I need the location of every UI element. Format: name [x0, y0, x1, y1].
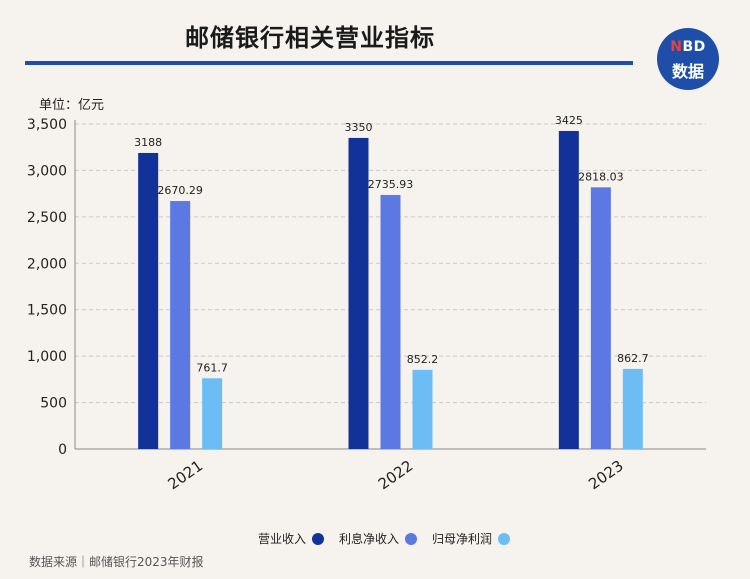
bar: [348, 137, 369, 449]
data-label: 761.7: [196, 361, 228, 374]
legend-item-net-interest: 利息净收入: [339, 530, 418, 547]
y-tick-label: 1,500: [27, 303, 67, 319]
bar: [412, 369, 433, 449]
bar: [170, 201, 191, 449]
data-label: 862.7: [617, 352, 649, 365]
legend-label: 归母净利润: [432, 532, 493, 546]
legend-dot-icon: [312, 532, 325, 545]
legend-label: 利息净收入: [339, 532, 400, 546]
logo-text-bottom: 数据: [671, 62, 704, 81]
bar: [380, 194, 401, 449]
nbd-logo: NBD 数据: [657, 28, 719, 90]
legend: 营业收入 利息净收入 归母净利润: [258, 530, 525, 547]
data-label: 852.2: [407, 353, 439, 366]
y-tick-label: 3,000: [27, 163, 67, 179]
chart-title: 邮储银行相关营业指标: [185, 24, 435, 52]
bar: [590, 187, 611, 449]
bar: [138, 152, 159, 449]
legend-dot-icon: [498, 532, 511, 545]
x-tick-label: 2023: [585, 457, 627, 494]
data-label: 2735.93: [368, 178, 414, 191]
y-tick-label: 0: [58, 442, 67, 458]
bar: [202, 378, 223, 449]
y-tick-label: 2,500: [27, 210, 67, 226]
x-tick-label: 2022: [375, 457, 417, 494]
y-tick-label: 500: [40, 396, 67, 412]
data-label: 2670.29: [157, 184, 203, 197]
y-tick-label: 2,000: [27, 256, 67, 272]
unit-label: 单位：亿元: [39, 98, 105, 113]
bar: [558, 130, 579, 449]
data-label: 3188: [134, 136, 162, 149]
y-tick-label: 1,000: [27, 349, 67, 365]
bar: [622, 368, 643, 449]
y-tick-label: 3,500: [27, 117, 67, 133]
legend-item-revenue: 营业收入: [258, 530, 325, 547]
title-underline: [25, 61, 633, 65]
data-label: 3350: [345, 121, 373, 134]
legend-dot-icon: [405, 532, 418, 545]
logo-text-top: NBD: [670, 39, 706, 55]
data-label: 3425: [555, 114, 583, 127]
legend-item-net-profit: 归母净利润: [432, 530, 511, 547]
data-label: 2818.03: [578, 170, 624, 183]
data-source: 数据来源｜邮储银行2023年财报: [29, 555, 204, 569]
x-tick-label: 2021: [164, 457, 206, 494]
legend-label: 营业收入: [258, 532, 307, 546]
